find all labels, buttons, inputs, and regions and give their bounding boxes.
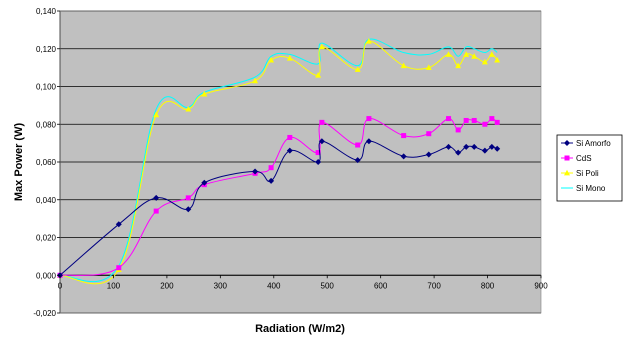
legend-item: CdS <box>561 154 592 163</box>
data-point <box>354 157 361 164</box>
legend-item: Si Poli <box>561 169 599 178</box>
y-tick-label: 0,020 <box>36 234 57 243</box>
data-point <box>425 151 432 158</box>
x-tick-label: 300 <box>214 281 228 290</box>
data-point <box>400 153 407 160</box>
x-tick-labels: 0 100 200 300 400 500 600 700 800 900 <box>58 275 548 290</box>
data-point <box>153 194 160 201</box>
data-point <box>201 90 208 97</box>
data-point <box>318 138 325 145</box>
data-point <box>471 117 477 123</box>
legend-item: Si Mono <box>561 184 606 193</box>
x-tick-label: 0 <box>58 281 63 290</box>
data-point <box>252 168 259 175</box>
data-point <box>445 51 452 57</box>
x-tick-label: 700 <box>427 281 441 290</box>
series-line <box>59 38 498 283</box>
series-layer <box>57 38 501 285</box>
data-point <box>354 66 361 72</box>
legend: Si Amorfo CdS Si Poli Si Mono <box>556 134 623 202</box>
y-tick-label: 0,120 <box>36 45 57 54</box>
x-tick-label: 400 <box>267 281 281 290</box>
data-point <box>463 117 469 123</box>
data-point <box>365 38 372 44</box>
x-tick-label: 600 <box>374 281 388 290</box>
data-point <box>400 62 407 69</box>
data-point <box>455 127 461 133</box>
data-point <box>494 145 501 152</box>
data-point <box>401 133 407 139</box>
data-point <box>489 116 495 122</box>
data-point <box>315 159 322 165</box>
series-si-mono <box>59 38 498 283</box>
legend-label: Si Mono <box>576 184 606 193</box>
data-point <box>286 147 293 154</box>
data-point <box>185 105 192 112</box>
data-point <box>355 142 361 148</box>
data-point <box>252 77 259 84</box>
data-point <box>463 143 470 150</box>
data-point <box>268 56 275 63</box>
y-axis-title: Max Power (W) <box>13 123 25 202</box>
y-tick-label: -0,020 <box>33 309 56 318</box>
data-point <box>201 179 208 186</box>
data-point <box>455 149 462 156</box>
y-tick-label: 0,040 <box>36 196 57 205</box>
series-si-amorfo <box>57 138 501 279</box>
data-point <box>268 165 274 171</box>
data-point <box>426 131 432 137</box>
legend-label: Si Amorfo <box>576 139 611 148</box>
x-tick-label: 100 <box>107 281 121 290</box>
data-point <box>153 208 159 214</box>
data-point <box>425 64 432 71</box>
data-point <box>185 195 191 201</box>
data-point <box>287 134 293 140</box>
data-point <box>488 143 495 150</box>
data-point <box>315 150 321 156</box>
data-point <box>463 51 470 57</box>
data-point <box>445 143 452 150</box>
y-tick-label: 0,060 <box>36 158 57 167</box>
x-tick-label: 200 <box>160 281 174 290</box>
data-point <box>471 53 478 59</box>
data-point <box>446 116 452 122</box>
data-point <box>481 58 488 65</box>
data-point <box>268 177 275 184</box>
data-point <box>494 119 500 125</box>
data-point <box>185 206 192 213</box>
legend-item: Si Amorfo <box>561 139 611 148</box>
data-point <box>482 121 488 127</box>
series-line <box>59 40 498 285</box>
data-point <box>318 43 325 50</box>
data-point <box>455 62 462 69</box>
y-tick-label: 0,140 <box>36 7 57 16</box>
legend-label: CdS <box>576 154 592 163</box>
data-point <box>366 116 372 122</box>
x-tick-label: 900 <box>534 281 548 290</box>
data-point <box>153 111 160 118</box>
y-tick-labels: -0,020 0,000 0,020 0,040 0,060 0,080 0,100 0,12… <box>33 7 60 318</box>
data-point <box>471 143 478 150</box>
data-point <box>494 56 501 63</box>
data-point <box>315 71 322 78</box>
x-tick-label: 500 <box>321 281 335 290</box>
y-tick-label: 0,000 <box>36 271 57 280</box>
legend-marker <box>564 155 570 161</box>
data-point <box>488 51 495 57</box>
x-tick-label: 800 <box>481 281 495 290</box>
legend-marker <box>564 169 570 176</box>
legend-marker <box>564 140 570 146</box>
data-point <box>286 54 293 61</box>
legend-label: Si Poli <box>576 169 599 178</box>
data-point <box>116 265 122 271</box>
data-point <box>481 147 488 154</box>
data-point <box>115 221 122 228</box>
data-point <box>365 138 372 145</box>
data-point <box>319 119 325 125</box>
y-tick-label: 0,100 <box>36 83 57 92</box>
x-axis-title: Radiation (W/m2) <box>255 323 345 335</box>
y-tick-label: 0,080 <box>36 120 57 129</box>
